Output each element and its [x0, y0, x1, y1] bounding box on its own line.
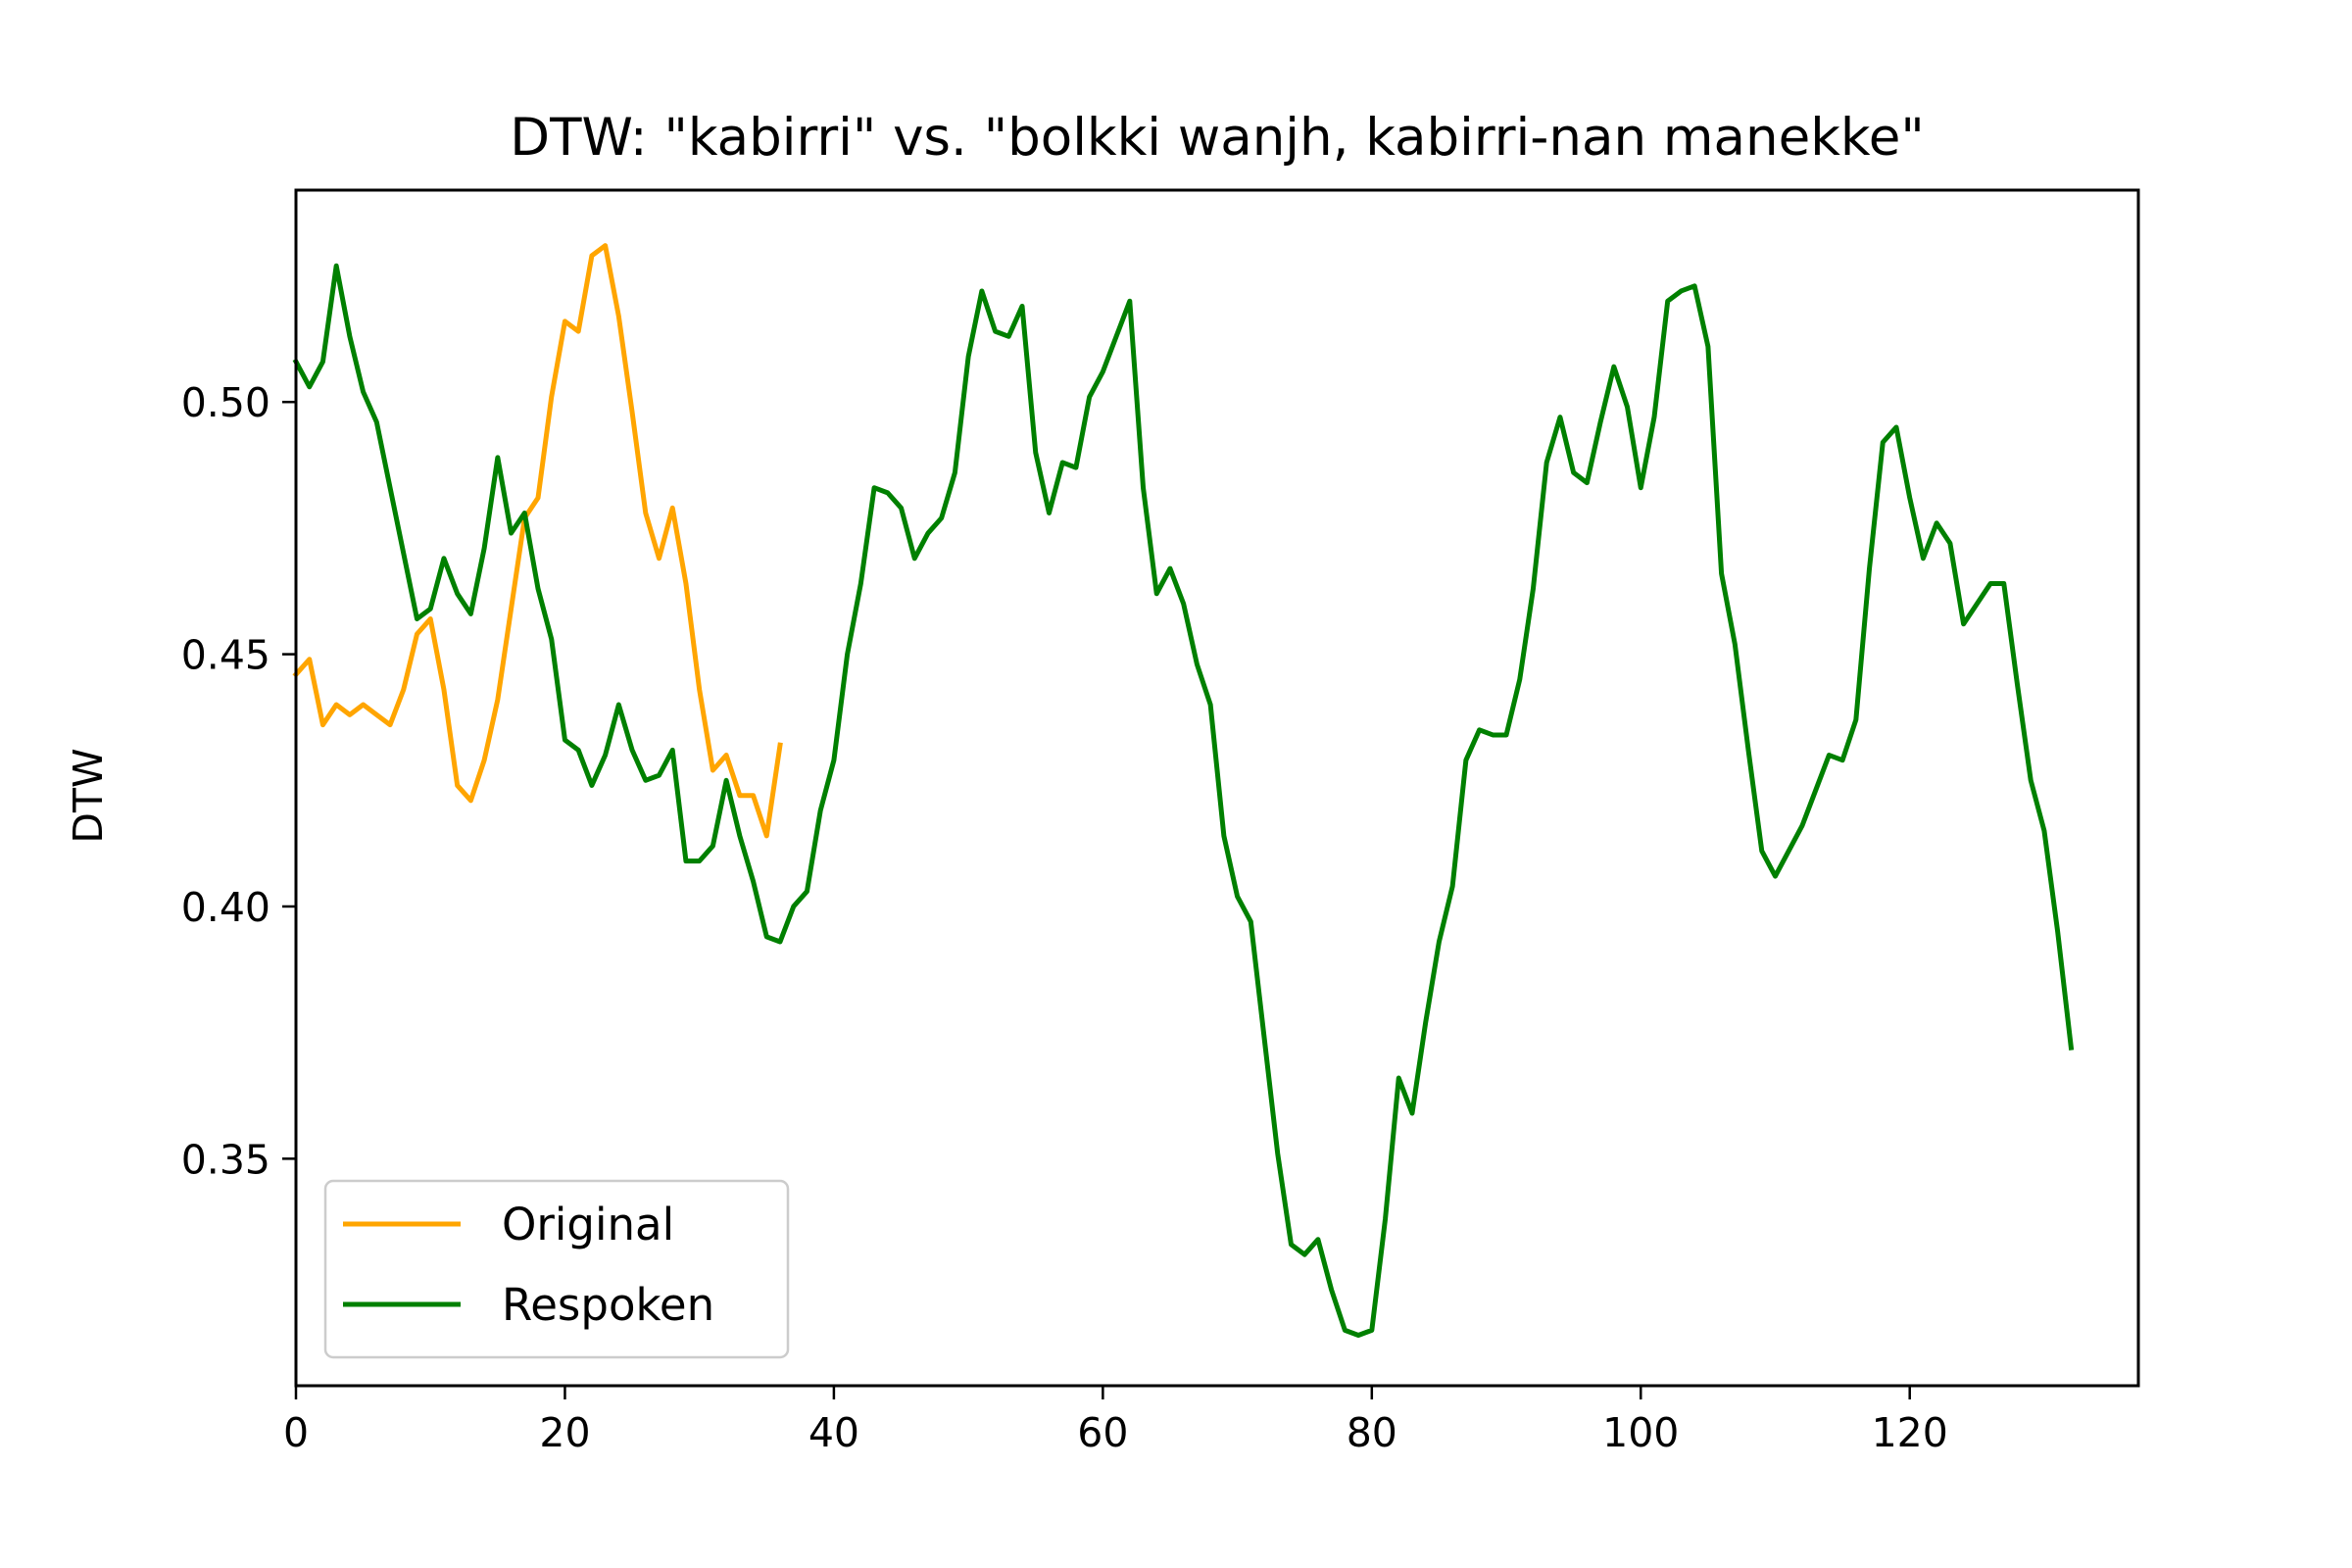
y-tick-label: 0.40 — [181, 884, 270, 931]
x-axis: 0 20 40 60 80 100 120 — [283, 1386, 1948, 1456]
y-tick-label: 0.50 — [181, 379, 270, 426]
chart-title: DTW: "kabirri" vs. "bolkki wanjh, kabirr… — [510, 108, 1924, 168]
x-tick-label: 60 — [1077, 1409, 1128, 1456]
series-line-original — [292, 243, 783, 839]
x-tick-label: 120 — [1872, 1409, 1948, 1456]
series-line-respoken — [292, 263, 2075, 1339]
y-tick-label: 0.45 — [181, 632, 270, 679]
x-tick-label: 0 — [283, 1409, 309, 1456]
x-tick-label: 100 — [1602, 1409, 1679, 1456]
x-tick-label: 20 — [539, 1409, 590, 1456]
x-tick-label: 80 — [1347, 1409, 1397, 1456]
y-tick-label: 0.35 — [181, 1136, 270, 1183]
plot-frame — [294, 188, 2140, 1388]
plot-area — [292, 243, 2075, 1339]
x-tick-label: 40 — [808, 1409, 859, 1456]
y-axis-label: DTW — [65, 748, 112, 843]
legend-label-original: Original — [502, 1199, 674, 1250]
legend-label-respoken: Respoken — [502, 1279, 714, 1331]
legend: Original Respoken — [323, 1179, 790, 1359]
y-axis: 0.35 0.40 0.45 0.50 — [181, 379, 296, 1183]
